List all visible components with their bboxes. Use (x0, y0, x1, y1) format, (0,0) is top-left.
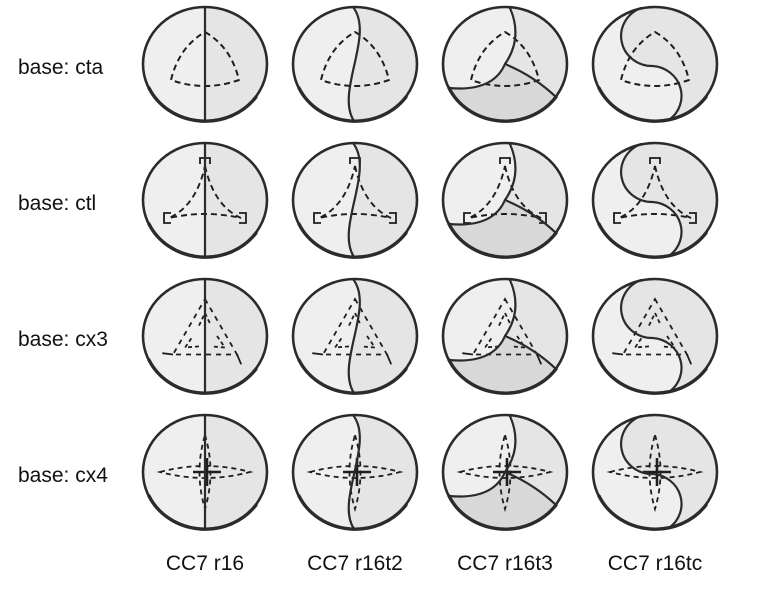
circle-drawing-cx4-s-strong (591, 413, 719, 531)
col-label-cc7-r16t2: CC7 r16t2 (307, 552, 403, 575)
col-label-cc7-r16: CC7 r16 (165, 552, 245, 575)
cell-cx3-r16t3 (430, 272, 580, 408)
cell-cta-r16tc (580, 0, 730, 136)
circle-drawing-ctl-s-strong (591, 141, 719, 259)
circle-drawing-cx4-s-gentle (291, 413, 419, 531)
cell-cx4-r16tc (580, 408, 730, 544)
circle-drawing-cx3-s-strong (591, 277, 719, 395)
row-label-cta: base: cta (18, 56, 104, 79)
cell-cx4-r16t2 (280, 408, 430, 544)
cell-cta-r16t3 (430, 0, 580, 136)
circle-drawing-cta-vertical (141, 5, 269, 123)
circle-drawing-cx4-three-split (441, 413, 569, 531)
circle-drawing-ctl-vertical (141, 141, 269, 259)
circle-drawing-cta-s-strong (591, 5, 719, 123)
col-label-cc7-r16tc: CC7 r16tc (607, 552, 703, 575)
circle-drawing-cx4-vertical (141, 413, 269, 531)
row-label-ctl: base: ctl (18, 192, 97, 215)
cell-cta-r16t2 (280, 0, 430, 136)
circle-drawing-cx3-three-split (441, 277, 569, 395)
cell-cx3-r16 (130, 272, 280, 408)
circle-drawing-cx3-vertical (141, 277, 269, 395)
circle-drawing-cta-s-gentle (291, 5, 419, 123)
row-label-cx3: base: cx3 (18, 328, 108, 351)
circle-drawing-cta-three-split (441, 5, 569, 123)
cell-cta-r16 (130, 0, 280, 136)
row-label-cx4: base: cx4 (18, 464, 108, 487)
col-label-cc7-r16t3: CC7 r16t3 (457, 552, 553, 575)
cell-cx3-r16tc (580, 272, 730, 408)
circle-drawing-ctl-s-gentle (291, 141, 419, 259)
cell-cx3-r16t2 (280, 272, 430, 408)
circle-drawing-ctl-three-split (441, 141, 569, 259)
cell-cx4-r16 (130, 408, 280, 544)
cell-ctl-r16t2 (280, 136, 430, 272)
cell-cx4-r16t3 (430, 408, 580, 544)
cell-ctl-r16 (130, 136, 280, 272)
circle-drawing-cx3-s-gentle (291, 277, 419, 395)
cell-ctl-r16t3 (430, 136, 580, 272)
cell-ctl-r16tc (580, 136, 730, 272)
